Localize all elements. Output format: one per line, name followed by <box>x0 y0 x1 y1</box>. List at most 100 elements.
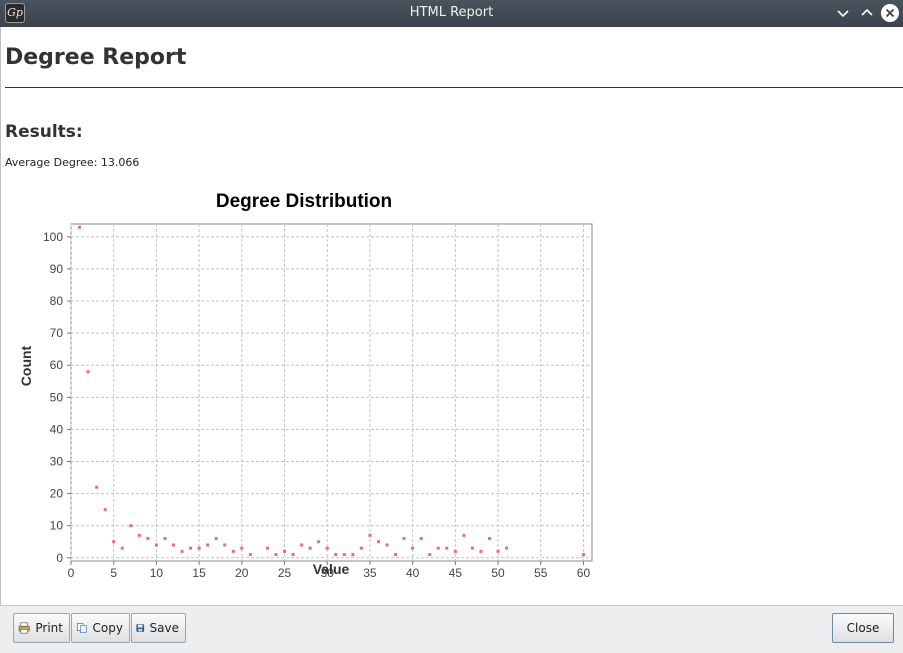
data-point <box>214 537 218 541</box>
data-point <box>180 549 184 553</box>
floppy-disk-icon <box>136 624 145 632</box>
data-point <box>325 546 329 550</box>
y-tick-label: 40 <box>50 422 64 436</box>
data-point <box>223 543 227 547</box>
copy-button[interactable]: Copy <box>71 613 130 643</box>
y-tick-label: 20 <box>50 487 64 501</box>
copy-icon <box>76 623 87 633</box>
data-point <box>95 485 99 489</box>
y-tick-label: 50 <box>50 390 64 404</box>
x-axis-label: Value <box>313 561 350 577</box>
x-tick-label: 0 <box>68 566 75 580</box>
y-tick-label: 70 <box>50 326 64 340</box>
data-point <box>581 553 585 557</box>
x-tick-label: 25 <box>278 566 292 580</box>
data-point <box>334 553 338 557</box>
data-point <box>496 549 500 553</box>
data-point <box>78 225 82 229</box>
data-point <box>86 370 90 374</box>
printer-icon <box>18 622 30 634</box>
y-tick-label: 60 <box>50 358 64 372</box>
print-label: Print <box>35 621 63 635</box>
x-tick-label: 30 <box>321 566 335 580</box>
close-button[interactable]: Close <box>832 613 894 643</box>
y-tick-label: 90 <box>50 262 64 276</box>
x-tick-label: 50 <box>491 566 505 580</box>
data-point <box>197 546 201 550</box>
save-button[interactable]: Save <box>131 613 186 643</box>
data-point <box>112 540 116 544</box>
y-axis-label: Count <box>18 345 34 386</box>
divider <box>5 87 903 88</box>
data-point <box>368 533 372 537</box>
copy-label: Copy <box>92 621 123 635</box>
x-tick-label: 20 <box>235 566 249 580</box>
data-point <box>300 543 304 547</box>
data-point <box>120 546 124 550</box>
y-tick-label: 30 <box>50 455 64 469</box>
gephi-logo-icon: Gp <box>5 3 25 23</box>
y-tick-label: 100 <box>43 230 63 244</box>
y-tick-label: 80 <box>50 294 64 308</box>
chart-title: Degree Distribution <box>216 191 392 212</box>
x-tick-label: 15 <box>192 566 206 580</box>
grid-lines <box>70 224 592 561</box>
data-point <box>308 546 312 550</box>
data-point <box>470 546 474 550</box>
data-point <box>462 533 466 537</box>
data-point <box>137 533 141 537</box>
save-label: Save <box>149 621 179 635</box>
data-point <box>453 549 457 553</box>
data-point <box>436 546 440 550</box>
data-point <box>411 546 415 550</box>
data-point <box>428 553 432 557</box>
window-title: HTML Report <box>409 5 494 20</box>
data-point <box>146 537 150 541</box>
data-point <box>171 543 175 547</box>
average-degree-text: Average Degree: 13.066 <box>5 156 140 169</box>
data-point <box>283 549 287 553</box>
x-tick-label: 60 <box>577 566 591 580</box>
y-tick-label: 0 <box>56 551 63 565</box>
data-point <box>376 540 380 544</box>
y-tick-label: 10 <box>50 519 64 533</box>
x-tick-label: 35 <box>363 566 377 580</box>
data-point <box>265 546 269 550</box>
x-tick-label: 5 <box>110 566 117 580</box>
data-point <box>385 543 389 547</box>
data-point <box>359 546 363 550</box>
x-tick-label: 55 <box>534 566 548 580</box>
data-point <box>505 546 509 550</box>
x-tick-label: 10 <box>150 566 164 580</box>
close-icon[interactable] <box>879 2 901 24</box>
data-point <box>419 537 423 541</box>
data-point <box>163 537 167 541</box>
chevron-down-icon[interactable] <box>832 2 854 24</box>
button-bar: Print Copy Save Close <box>0 605 903 653</box>
data-point <box>342 553 346 557</box>
x-tick-label: 40 <box>406 566 420 580</box>
data-point <box>231 549 235 553</box>
results-heading: Results: <box>5 122 83 142</box>
data-point <box>274 553 278 557</box>
data-point <box>206 543 210 547</box>
title-bar: Gp HTML Report <box>0 0 903 27</box>
data-point <box>488 537 492 541</box>
data-point <box>189 546 193 550</box>
data-point <box>479 549 483 553</box>
axis-ticks: 0 5 10 15 20 25 30 35 40 45 50 55 60 0 10 20 30 40 50 60 70 8… <box>43 230 590 580</box>
data-point <box>103 508 107 512</box>
data-point <box>248 553 252 557</box>
x-tick-label: 45 <box>449 566 463 580</box>
data-point <box>394 553 398 557</box>
data-point <box>317 540 321 544</box>
data-point <box>402 537 406 541</box>
data-points <box>78 225 585 557</box>
data-point <box>240 546 244 550</box>
data-point <box>291 553 295 557</box>
degree-distribution-chart: Degree Distribution 0 5 10 15 20 25 30 35 40 45 50… <box>18 191 593 580</box>
chevron-up-icon[interactable] <box>856 2 878 24</box>
print-button[interactable]: Print <box>13 613 70 643</box>
data-point <box>154 543 158 547</box>
data-point <box>129 524 133 528</box>
